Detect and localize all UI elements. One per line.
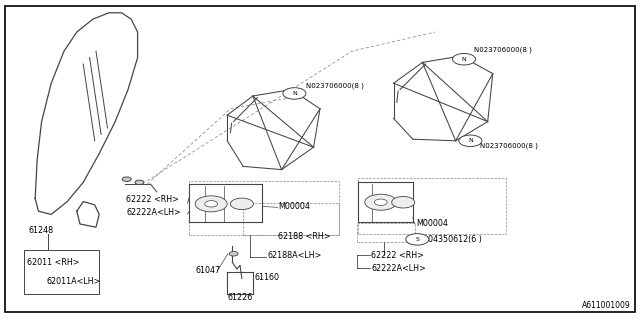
Text: 62188 <RH>: 62188 <RH> xyxy=(278,232,331,241)
Circle shape xyxy=(195,196,227,212)
Text: 62222A<LH>: 62222A<LH> xyxy=(126,208,181,217)
Circle shape xyxy=(230,198,253,210)
Text: 61047: 61047 xyxy=(195,266,220,275)
Text: N023706000(8 ): N023706000(8 ) xyxy=(474,46,531,53)
Text: A611001009: A611001009 xyxy=(582,301,630,310)
Circle shape xyxy=(459,135,482,147)
Circle shape xyxy=(392,196,415,208)
Text: N: N xyxy=(461,57,467,62)
Text: 62011 <RH>: 62011 <RH> xyxy=(27,258,79,267)
Bar xyxy=(243,203,339,235)
Bar xyxy=(189,181,339,235)
Text: S: S xyxy=(415,237,419,242)
Circle shape xyxy=(205,201,218,207)
Text: 62222 <RH>: 62222 <RH> xyxy=(371,252,424,260)
Text: N: N xyxy=(468,138,473,143)
Text: 04350612(6 ): 04350612(6 ) xyxy=(428,235,481,244)
Circle shape xyxy=(229,252,238,256)
Text: 62188A<LH>: 62188A<LH> xyxy=(268,252,322,260)
Text: N: N xyxy=(292,91,297,96)
Circle shape xyxy=(135,180,144,185)
Circle shape xyxy=(452,53,476,65)
Text: 62222 <RH>: 62222 <RH> xyxy=(126,196,179,204)
Circle shape xyxy=(406,234,429,245)
Text: 62222A<LH>: 62222A<LH> xyxy=(371,264,426,273)
Text: M00004: M00004 xyxy=(278,202,310,211)
Text: 62011A<LH>: 62011A<LH> xyxy=(46,277,100,286)
Text: M00004: M00004 xyxy=(416,219,448,228)
Text: 61226: 61226 xyxy=(227,293,252,302)
Text: 61248: 61248 xyxy=(29,226,54,235)
Bar xyxy=(358,178,506,234)
Text: 61160: 61160 xyxy=(255,273,280,282)
Circle shape xyxy=(122,177,131,181)
Bar xyxy=(357,223,415,242)
Circle shape xyxy=(365,194,397,210)
Text: N023706000(8 ): N023706000(8 ) xyxy=(480,142,538,149)
Bar xyxy=(24,250,99,294)
Circle shape xyxy=(374,199,387,205)
Text: N023706000(8 ): N023706000(8 ) xyxy=(306,83,364,89)
Circle shape xyxy=(283,88,306,99)
